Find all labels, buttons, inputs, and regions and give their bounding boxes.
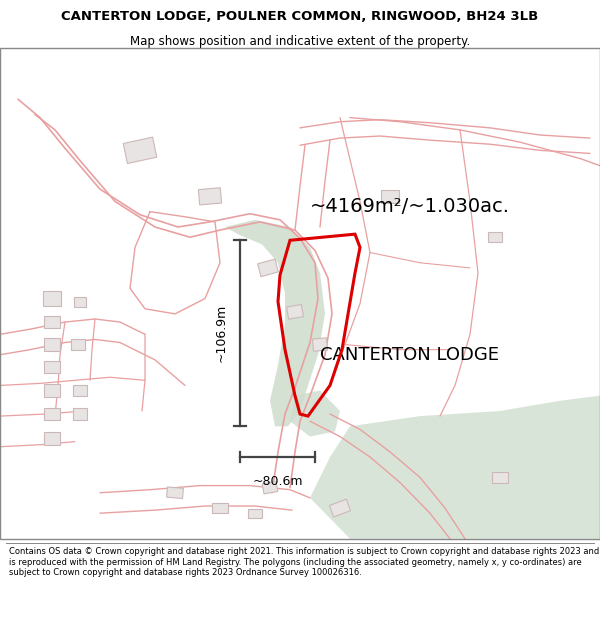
Bar [44, 338, 60, 351]
Bar [329, 499, 350, 517]
Bar [262, 481, 278, 494]
Bar [257, 259, 278, 277]
Bar [488, 232, 502, 242]
Text: ~106.9m: ~106.9m [215, 304, 228, 362]
Text: Contains OS data © Crown copyright and database right 2021. This information is : Contains OS data © Crown copyright and d… [9, 548, 599, 577]
Bar [43, 291, 61, 306]
Bar [44, 361, 60, 373]
Bar [167, 487, 184, 499]
Bar [44, 384, 60, 397]
Bar [73, 408, 87, 419]
Bar [44, 432, 60, 445]
Polygon shape [310, 396, 600, 539]
Bar [71, 339, 85, 350]
Text: CANTERTON LODGE: CANTERTON LODGE [320, 346, 499, 364]
Polygon shape [290, 391, 340, 436]
Text: ~80.6m: ~80.6m [252, 476, 303, 488]
Bar [199, 188, 221, 205]
Bar [123, 137, 157, 164]
Bar [248, 509, 262, 518]
Bar [44, 316, 60, 328]
Bar [74, 296, 86, 307]
Bar [381, 190, 399, 203]
Polygon shape [225, 220, 325, 426]
Bar [313, 338, 328, 351]
Bar [44, 408, 60, 420]
Bar [287, 304, 304, 319]
Bar [212, 503, 228, 513]
Text: ~4169m²/~1.030ac.: ~4169m²/~1.030ac. [310, 197, 510, 216]
Bar [73, 385, 87, 396]
Bar [0, 48, 600, 539]
Text: CANTERTON LODGE, POULNER COMMON, RINGWOOD, BH24 3LB: CANTERTON LODGE, POULNER COMMON, RINGWOO… [61, 9, 539, 22]
Text: Map shows position and indicative extent of the property.: Map shows position and indicative extent… [130, 34, 470, 48]
Bar [492, 472, 508, 482]
